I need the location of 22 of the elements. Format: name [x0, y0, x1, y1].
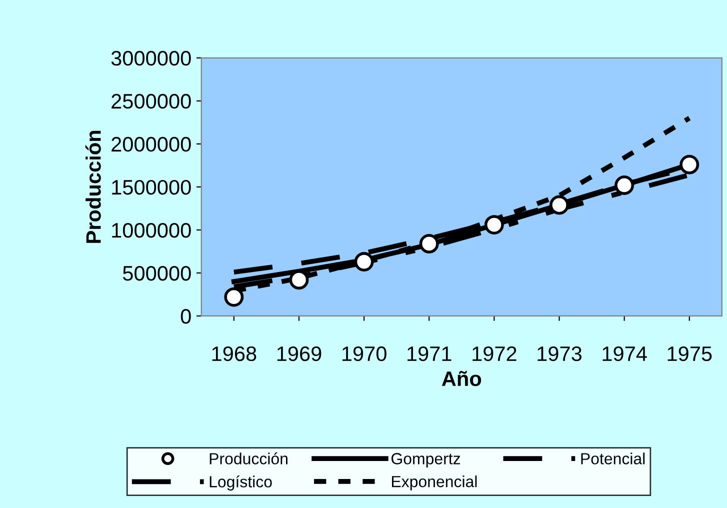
- legend-label: Producción: [210, 452, 288, 464]
- x-tick-label: 1970: [342, 346, 386, 362]
- legend-label: Exponencial: [392, 476, 477, 490]
- y-tick-label: 1000000: [112, 222, 191, 238]
- legend-label: Logístico: [210, 476, 272, 491]
- y-axis-title: Producción: [85, 130, 101, 243]
- y-tick-label: 1500000: [112, 180, 191, 195]
- legend-label: Potencial: [581, 452, 645, 464]
- x-tick-label: 1972: [472, 346, 516, 362]
- y-tick-label: 0: [180, 308, 191, 324]
- x-axis-title: Año: [442, 370, 482, 386]
- y-tick-label: 3000000: [111, 50, 191, 66]
- x-tick-label: 1974: [602, 346, 647, 362]
- x-tick-label: 1971: [408, 346, 452, 362]
- x-tick-label: 1973: [538, 346, 582, 362]
- x-tick-label: 1968: [212, 346, 256, 362]
- legend-label: Gompertz: [392, 453, 460, 468]
- y-tick-label: 2000000: [112, 136, 191, 152]
- y-tick-label: 500000: [122, 266, 191, 281]
- x-tick-label: 1975: [668, 346, 712, 362]
- y-tick-label: 2500000: [112, 94, 191, 109]
- x-tick-label: 1969: [277, 346, 322, 362]
